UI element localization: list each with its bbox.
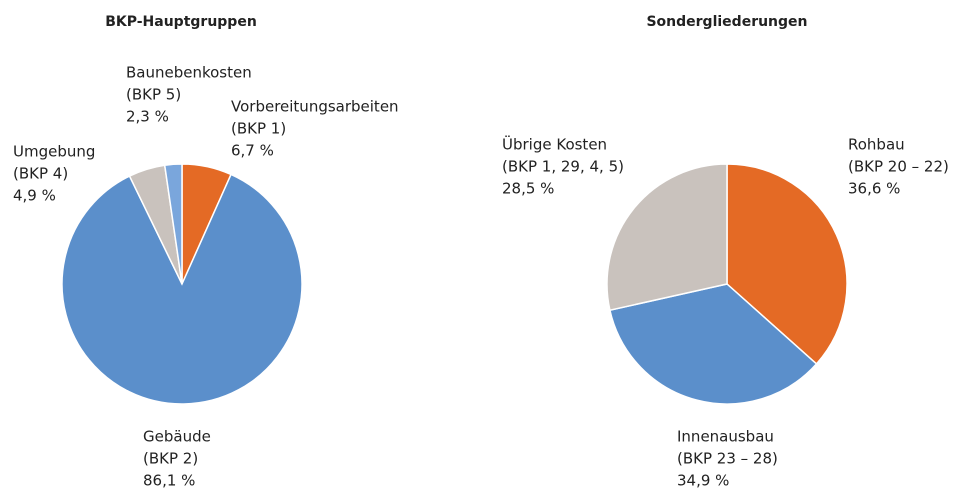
pie-slice bbox=[61, 173, 303, 405]
slice-label: (BKP 4) bbox=[13, 165, 68, 183]
value-label: 34,9 % bbox=[677, 472, 729, 490]
slice-label: (BKP 5) bbox=[126, 86, 181, 104]
pie-slice bbox=[163, 163, 183, 285]
chart-title: BKP-Hauptgruppen bbox=[105, 14, 257, 30]
slice-label: (BKP 23 – 28) bbox=[677, 450, 778, 468]
value-label: 86,1 % bbox=[143, 472, 195, 490]
slice-label: Baunebenkosten bbox=[126, 64, 252, 82]
slice-label: (BKP 1, 29, 4, 5) bbox=[502, 158, 624, 176]
slice-label: Umgebung bbox=[13, 143, 95, 161]
slice-label: Innenausbau bbox=[677, 428, 774, 446]
slice-label: (BKP 1) bbox=[231, 120, 286, 138]
value-label: 4,9 % bbox=[13, 187, 56, 205]
chart-title: Sondergliederungen bbox=[646, 14, 807, 30]
value-label: 2,3 % bbox=[126, 108, 169, 126]
slice-label: Übrige Kosten bbox=[502, 135, 607, 154]
slice-label: Gebäude bbox=[143, 428, 211, 446]
value-label: 6,7 % bbox=[231, 142, 274, 160]
pie-slice bbox=[726, 163, 848, 365]
value-label: 28,5 % bbox=[502, 180, 554, 198]
slice-label: (BKP 2) bbox=[143, 450, 198, 468]
value-label: 36,6 % bbox=[848, 180, 900, 198]
slice-label: (BKP 20 – 22) bbox=[848, 158, 949, 176]
slice-label: Rohbau bbox=[848, 136, 905, 154]
pie-slice bbox=[606, 163, 728, 312]
slice-label: Vorbereitungsarbeiten bbox=[231, 98, 399, 116]
pie-slice bbox=[608, 283, 818, 405]
